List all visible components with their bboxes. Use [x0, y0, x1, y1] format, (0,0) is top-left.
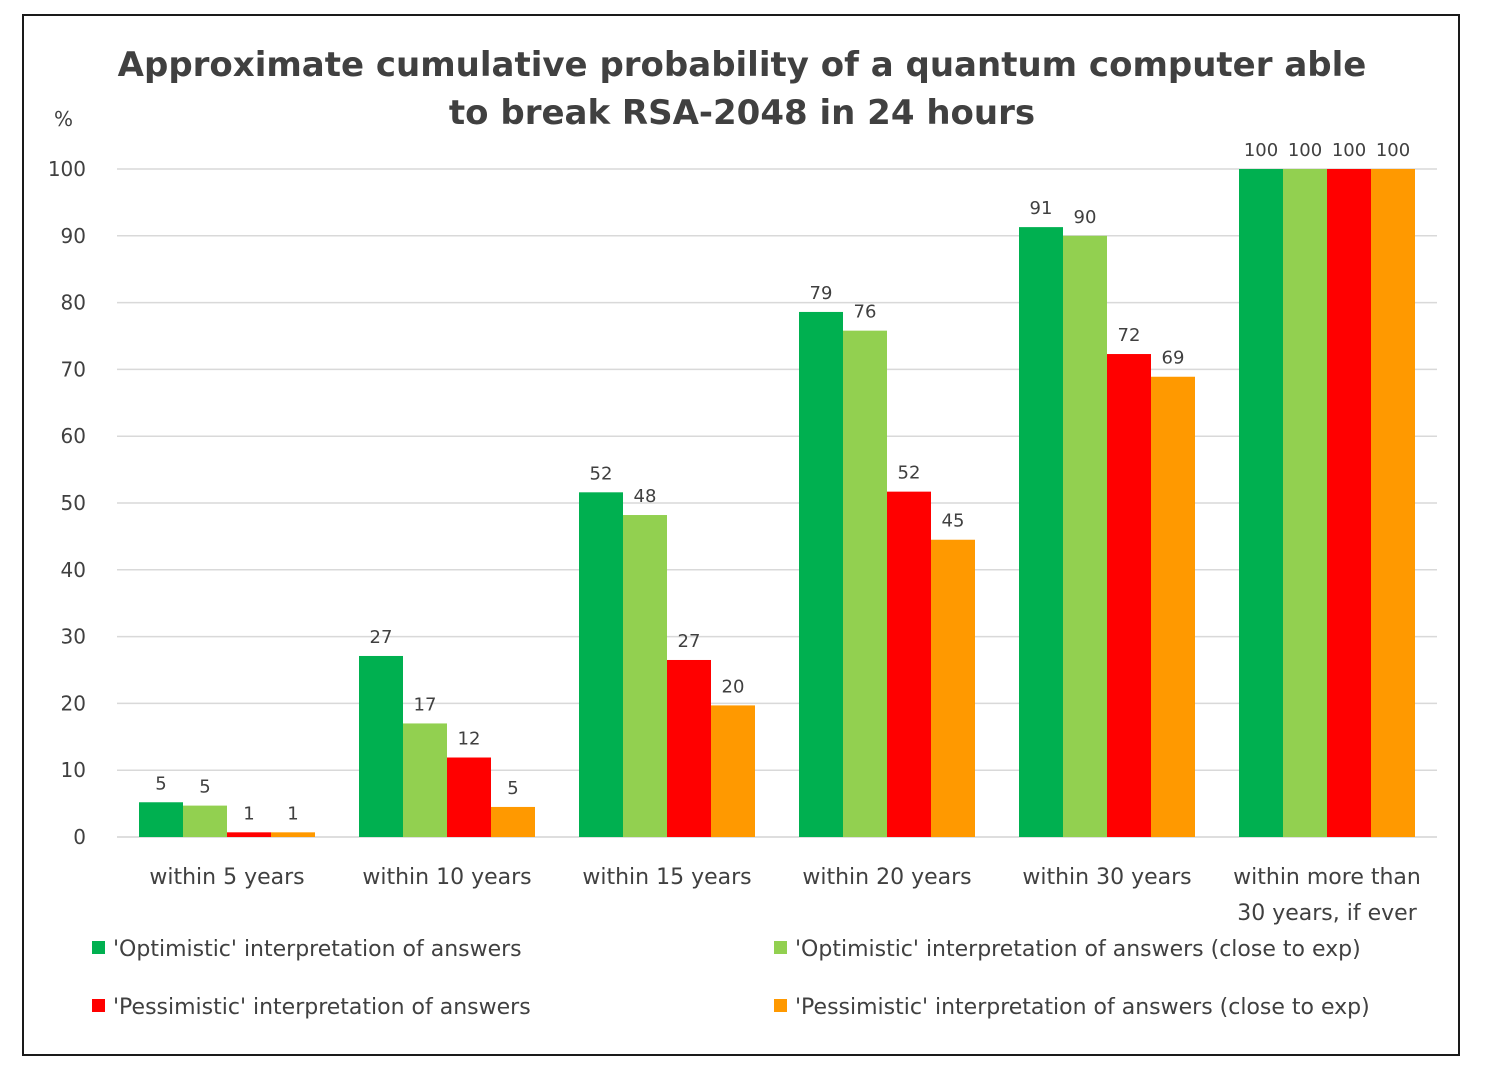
- x-category-label: 30 years, if ever: [1237, 901, 1417, 926]
- y-tick-label: 0: [73, 825, 86, 849]
- y-tick-label: 20: [61, 691, 86, 715]
- data-label: 72: [1118, 325, 1141, 346]
- legend-label: 'Optimistic' interpretation of answers (…: [795, 937, 1361, 962]
- y-tick-label: 70: [61, 357, 86, 381]
- y-tick-label: 90: [61, 224, 86, 248]
- data-label: 5: [507, 778, 518, 799]
- legend-item: 'Optimistic' interpretation of answers (…: [774, 937, 1361, 962]
- data-label: 20: [722, 676, 745, 697]
- bar: [1283, 169, 1327, 837]
- x-category-label: within more than: [1233, 865, 1421, 890]
- data-label: 90: [1074, 207, 1097, 228]
- bar: [799, 311, 843, 837]
- data-label: 100: [1244, 140, 1278, 161]
- data-label: 17: [414, 694, 437, 715]
- x-category-label: within 15 years: [582, 865, 751, 890]
- bar-chart: Approximate cumulative probability of a …: [48, 45, 1437, 1020]
- chart-title: Approximate cumulative probability of a …: [118, 45, 1367, 133]
- bar: [887, 491, 931, 837]
- data-label: 100: [1332, 140, 1366, 161]
- bar: [931, 539, 975, 837]
- bar: [447, 757, 491, 837]
- bar: [1327, 169, 1371, 837]
- chart-title-line-1: Approximate cumulative probability of a …: [118, 45, 1367, 85]
- bar: [1019, 227, 1063, 838]
- chart-title-line-2: to break RSA-2048 in 24 hours: [449, 93, 1035, 133]
- bars: [139, 169, 1415, 838]
- data-label: 52: [590, 463, 613, 484]
- x-axis-categories: within 5 years within 10 years within 15 y…: [149, 865, 1420, 926]
- bar: [183, 805, 227, 837]
- legend-label: 'Pessimistic' interpretation of answers …: [795, 995, 1370, 1020]
- bar: [271, 832, 315, 837]
- bar: [359, 655, 403, 837]
- bar: [1063, 235, 1107, 838]
- data-label: 27: [678, 631, 701, 652]
- legend: 'Optimistic' interpretation of answers 'O…: [92, 937, 1370, 1020]
- legend-item: 'Pessimistic' interpretation of answers …: [774, 995, 1370, 1020]
- x-category-label: within 20 years: [802, 865, 971, 890]
- legend-item: 'Optimistic' interpretation of answers: [92, 937, 522, 962]
- data-label: 27: [370, 627, 393, 648]
- x-category-label: within 10 years: [362, 865, 531, 890]
- data-label: 100: [1376, 140, 1410, 161]
- gridlines: [117, 168, 1437, 838]
- data-label: 69: [1162, 348, 1185, 369]
- chart-frame: Approximate cumulative probability of a …: [22, 14, 1460, 1056]
- data-label: 1: [243, 803, 254, 824]
- legend-swatch: [774, 941, 787, 954]
- bar: [227, 832, 271, 837]
- legend-item: 'Pessimistic' interpretation of answers: [92, 995, 531, 1020]
- bar: [623, 515, 667, 837]
- bar: [139, 802, 183, 837]
- data-label: 76: [854, 302, 877, 323]
- y-tick-label: 80: [61, 291, 86, 315]
- bar: [1239, 169, 1283, 837]
- bar: [579, 492, 623, 837]
- bar: [843, 330, 887, 837]
- data-label: 5: [199, 777, 210, 798]
- data-label: 52: [898, 463, 921, 484]
- bar: [1151, 376, 1195, 837]
- data-label: 1: [287, 803, 298, 824]
- legend-swatch: [774, 999, 787, 1012]
- data-labels: 5 5 1 1 27 17 12 5 52 48 27 20 79 76 52 45 91 90 72 69 100 10…: [155, 140, 1410, 824]
- y-tick-label: 100: [48, 157, 86, 181]
- bar: [667, 659, 711, 837]
- bar: [1371, 169, 1415, 837]
- legend-swatch: [92, 941, 105, 954]
- data-label: 48: [634, 486, 657, 507]
- x-category-label: within 5 years: [149, 865, 304, 890]
- bar: [491, 806, 535, 837]
- y-tick-label: 30: [61, 625, 86, 649]
- bar: [711, 705, 755, 837]
- legend-swatch: [92, 999, 105, 1012]
- bar: [403, 723, 447, 837]
- data-label: 100: [1288, 140, 1322, 161]
- y-tick-label: 40: [61, 558, 86, 582]
- y-tick-label: 60: [61, 424, 86, 448]
- x-category-label: within 30 years: [1022, 865, 1191, 890]
- bar: [1107, 354, 1151, 837]
- y-tick-label: 50: [61, 491, 86, 515]
- data-label: 91: [1030, 198, 1053, 219]
- y-axis-ticks: 0 10 20 30 40 50 60 70 80 90 100: [48, 157, 86, 849]
- data-label: 45: [942, 511, 965, 532]
- data-label: 79: [810, 283, 833, 304]
- data-label: 12: [458, 729, 481, 750]
- data-label: 5: [155, 773, 166, 794]
- y-axis-label: %: [54, 107, 73, 131]
- legend-label: 'Pessimistic' interpretation of answers: [113, 995, 531, 1020]
- y-tick-label: 10: [61, 758, 86, 782]
- legend-label: 'Optimistic' interpretation of answers: [113, 937, 522, 962]
